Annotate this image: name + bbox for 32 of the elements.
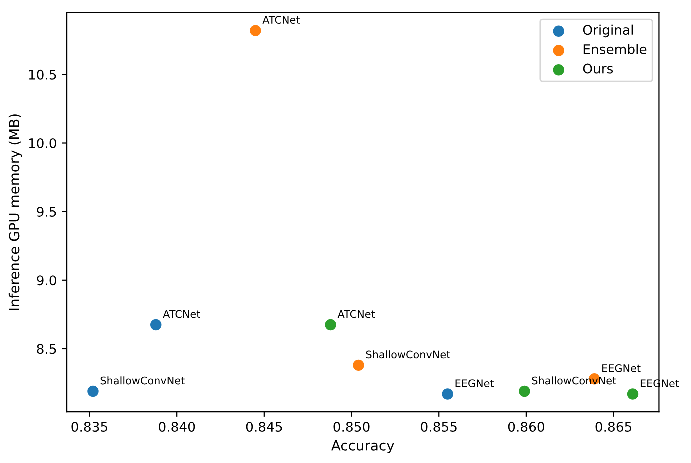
legend-label: Ours [583, 64, 614, 74]
data-label: EEGNet [602, 364, 641, 372]
x-tick-label: 0.860 [508, 422, 544, 432]
x-tick-label: 0.855 [421, 422, 457, 432]
data-label: EEGNet [456, 380, 494, 388]
legend-label: Original [583, 24, 634, 38]
x-tick-label: 0.850 [334, 422, 370, 432]
data-label: ATCNet [163, 310, 200, 318]
point [88, 386, 99, 398]
data-label: ShallowConvNet [100, 376, 185, 385]
y-tick-label: 9.0 [37, 276, 56, 286]
y-tick-label: 10.5 [29, 70, 56, 80]
data-label: ATCNet [262, 16, 300, 24]
y-tick-label: 10.0 [29, 138, 56, 148]
y-tick-label: 9.5 [37, 207, 56, 218]
data-label: ATCNet [338, 310, 376, 318]
point [250, 25, 262, 36]
point [442, 388, 454, 400]
x-tick-label: 0.835 [72, 422, 108, 432]
point [325, 319, 336, 331]
point [150, 319, 162, 331]
legend-label: Ensemble [584, 44, 647, 54]
x-tick-label: 0.840 [159, 422, 196, 432]
y-axis-title: Inference GPU memory (MB) [8, 114, 22, 310]
point [627, 388, 639, 400]
point [353, 360, 364, 372]
x-tick-label: 0.865 [596, 422, 632, 432]
y-tick-label: 8.5 [37, 344, 56, 354]
point [519, 386, 530, 398]
x-tick-label: 0.845 [246, 422, 282, 432]
x-axis-title: Accuracy [332, 440, 394, 454]
data-label: ShallowConvNet [366, 350, 450, 359]
